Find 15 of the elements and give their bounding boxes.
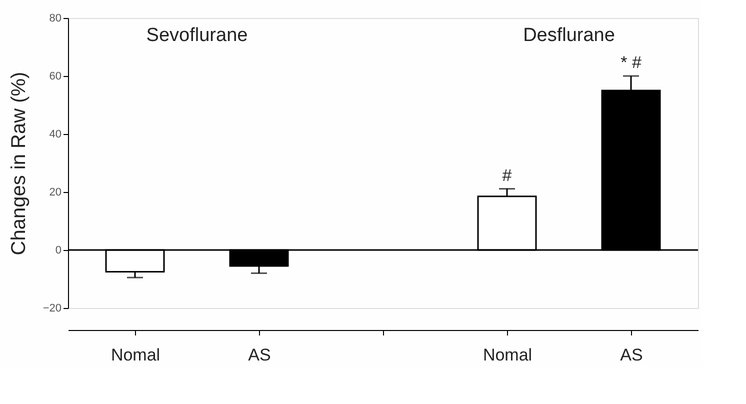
annotation: Desflurane: [523, 25, 615, 46]
y-tick-label: 20: [49, 186, 62, 198]
x-tick-label: AS: [620, 346, 643, 364]
y-tick-label: 40: [49, 128, 62, 140]
y-tick-label: 0: [55, 244, 62, 256]
y-axis-title: Changes in Raw (%): [8, 72, 30, 256]
y-tick-label: 60: [49, 70, 62, 82]
y-tick-label: 80: [49, 12, 62, 24]
x-tick-label: Nomal: [110, 346, 160, 364]
data-label: * #: [620, 53, 642, 72]
y-tick-label: −20: [42, 302, 62, 314]
x-tick-label: Nomal: [482, 346, 532, 364]
data-label: #: [502, 166, 512, 185]
x-tick-label: AS: [248, 346, 271, 364]
annotation: Sevoflurane: [146, 25, 248, 46]
